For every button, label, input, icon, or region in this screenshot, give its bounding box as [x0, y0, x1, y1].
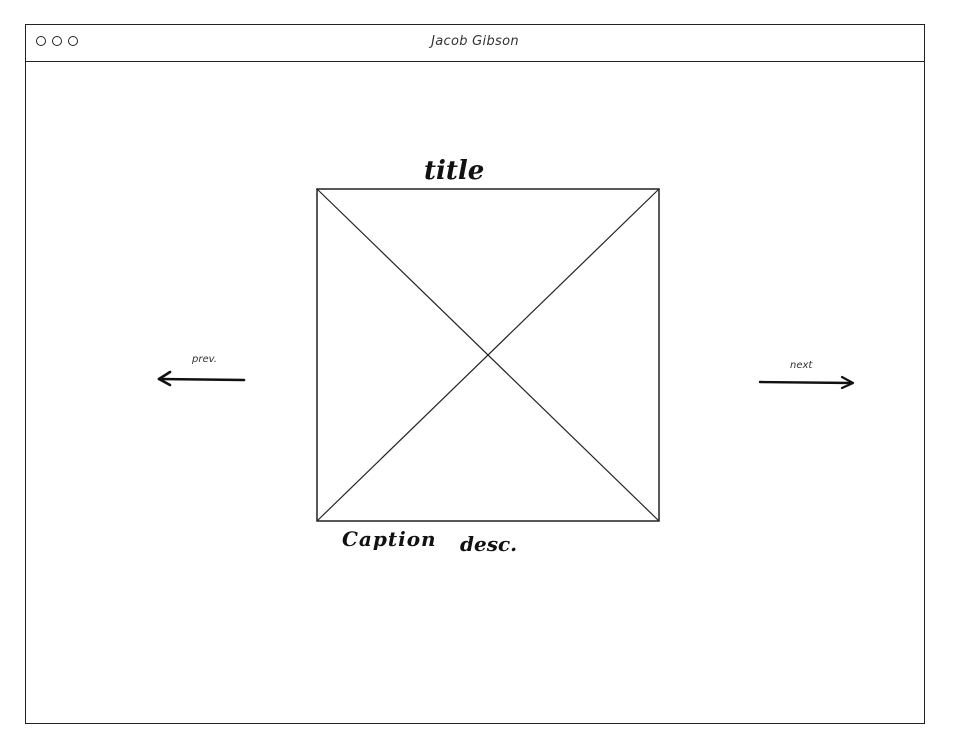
arrow-left-icon — [157, 370, 246, 387]
arrow-right-icon — [758, 375, 855, 390]
image-placeholder — [316, 188, 660, 522]
prev-button[interactable]: prev. — [154, 352, 249, 392]
slide-description: desc. — [460, 532, 518, 556]
prev-label: prev. — [192, 354, 217, 365]
window-controls — [36, 36, 78, 46]
window-titlebar: Jacob Gibson — [26, 25, 924, 62]
browser-window: Jacob Gibson title Caption desc. prev. n… — [25, 24, 925, 724]
slide-caption: Caption — [342, 527, 437, 551]
slideshow-content: title Caption desc. prev. next — [26, 62, 924, 723]
slide-title: title — [424, 156, 485, 186]
next-label: next — [790, 360, 813, 371]
next-button[interactable]: next — [754, 358, 859, 396]
close-dot[interactable] — [36, 36, 46, 46]
maximize-dot[interactable] — [68, 36, 78, 46]
minimize-dot[interactable] — [52, 36, 62, 46]
image-placeholder-icon — [316, 188, 660, 522]
window-title: Jacob Gibson — [431, 34, 519, 49]
